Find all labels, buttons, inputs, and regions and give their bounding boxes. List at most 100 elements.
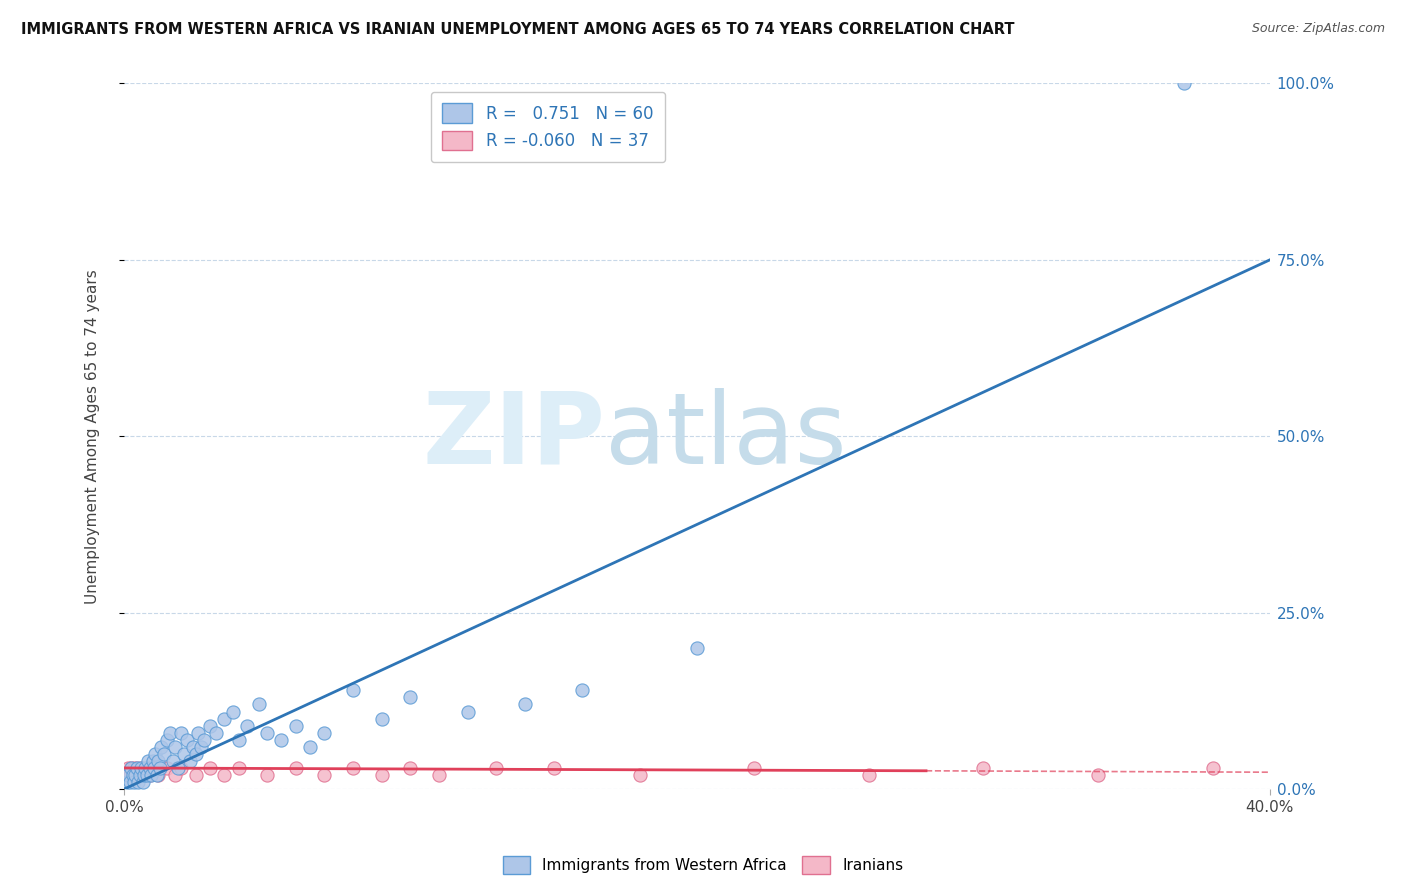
Point: [371, 712, 394, 726]
Point: [127, 768, 149, 782]
Point: [117, 768, 139, 782]
Point: [142, 761, 165, 775]
Point: [193, 732, 215, 747]
Point: [284, 761, 307, 775]
Point: [134, 761, 156, 775]
Point: [136, 754, 159, 768]
Point: [122, 761, 145, 775]
Point: [314, 768, 336, 782]
Point: [371, 768, 394, 782]
Point: [457, 705, 479, 719]
Point: [128, 768, 150, 782]
Point: [187, 725, 209, 739]
Point: [153, 747, 176, 761]
Point: [125, 761, 148, 775]
Point: [184, 747, 207, 761]
Point: [149, 761, 172, 775]
Point: [121, 768, 143, 782]
Point: [270, 732, 292, 747]
Point: [170, 761, 193, 775]
Point: [190, 739, 212, 754]
Point: [236, 718, 259, 732]
Point: [399, 690, 422, 705]
Point: [125, 761, 148, 775]
Point: [212, 768, 235, 782]
Text: IMMIGRANTS FROM WESTERN AFRICA VS IRANIAN UNEMPLOYMENT AMONG AGES 65 TO 74 YEARS: IMMIGRANTS FROM WESTERN AFRICA VS IRANIA…: [21, 22, 1015, 37]
Point: [972, 761, 994, 775]
Point: [399, 761, 422, 775]
Point: [132, 768, 155, 782]
Text: Source: ZipAtlas.com: Source: ZipAtlas.com: [1251, 22, 1385, 36]
Point: [179, 754, 201, 768]
Legend: R =   0.751   N = 60, R = -0.060   N = 37: R = 0.751 N = 60, R = -0.060 N = 37: [430, 92, 665, 162]
Point: [131, 775, 153, 789]
Point: [122, 775, 145, 789]
Point: [222, 705, 245, 719]
Point: [167, 761, 190, 775]
Point: [212, 712, 235, 726]
Point: [148, 768, 170, 782]
Point: [628, 768, 651, 782]
Point: [124, 768, 146, 782]
Point: [256, 725, 278, 739]
Point: [150, 739, 173, 754]
Point: [127, 775, 149, 789]
Point: [159, 725, 181, 739]
Point: [543, 761, 565, 775]
Point: [156, 732, 179, 747]
Point: [176, 732, 198, 747]
Point: [571, 683, 593, 698]
Point: [342, 683, 364, 698]
Point: [184, 768, 207, 782]
Point: [198, 761, 221, 775]
Point: [145, 747, 167, 761]
Point: [173, 747, 195, 761]
Point: [148, 754, 170, 768]
Point: [139, 768, 162, 782]
Text: atlas: atlas: [605, 388, 846, 484]
Point: [284, 718, 307, 732]
Point: [228, 732, 250, 747]
Point: [135, 768, 157, 782]
Point: [156, 761, 179, 775]
Point: [129, 761, 152, 775]
Point: [115, 768, 138, 782]
Point: [427, 768, 450, 782]
Point: [181, 739, 204, 754]
Point: [120, 761, 142, 775]
Point: [170, 725, 193, 739]
Point: [1173, 77, 1195, 91]
Point: [165, 768, 187, 782]
Point: [138, 768, 160, 782]
Point: [118, 775, 141, 789]
Point: [143, 761, 166, 775]
Point: [256, 768, 278, 782]
Point: [314, 725, 336, 739]
Point: [165, 739, 187, 754]
Point: [1087, 768, 1109, 782]
Point: [124, 768, 146, 782]
Point: [228, 761, 250, 775]
Point: [686, 640, 709, 655]
Point: [858, 768, 880, 782]
Point: [1201, 761, 1223, 775]
Point: [121, 768, 143, 782]
Point: [118, 768, 141, 782]
Point: [299, 739, 322, 754]
Point: [204, 725, 226, 739]
Point: [138, 761, 160, 775]
Point: [513, 698, 536, 712]
Legend: Immigrants from Western Africa, Iranians: Immigrants from Western Africa, Iranians: [496, 850, 910, 880]
Point: [129, 761, 152, 775]
Point: [135, 761, 157, 775]
Point: [132, 768, 155, 782]
Point: [742, 761, 765, 775]
Point: [198, 718, 221, 732]
Point: [146, 768, 169, 782]
Point: [120, 761, 142, 775]
Point: [117, 761, 139, 775]
Text: ZIP: ZIP: [422, 388, 605, 484]
Point: [162, 754, 184, 768]
Y-axis label: Unemployment Among Ages 65 to 74 years: Unemployment Among Ages 65 to 74 years: [86, 268, 100, 604]
Point: [247, 698, 270, 712]
